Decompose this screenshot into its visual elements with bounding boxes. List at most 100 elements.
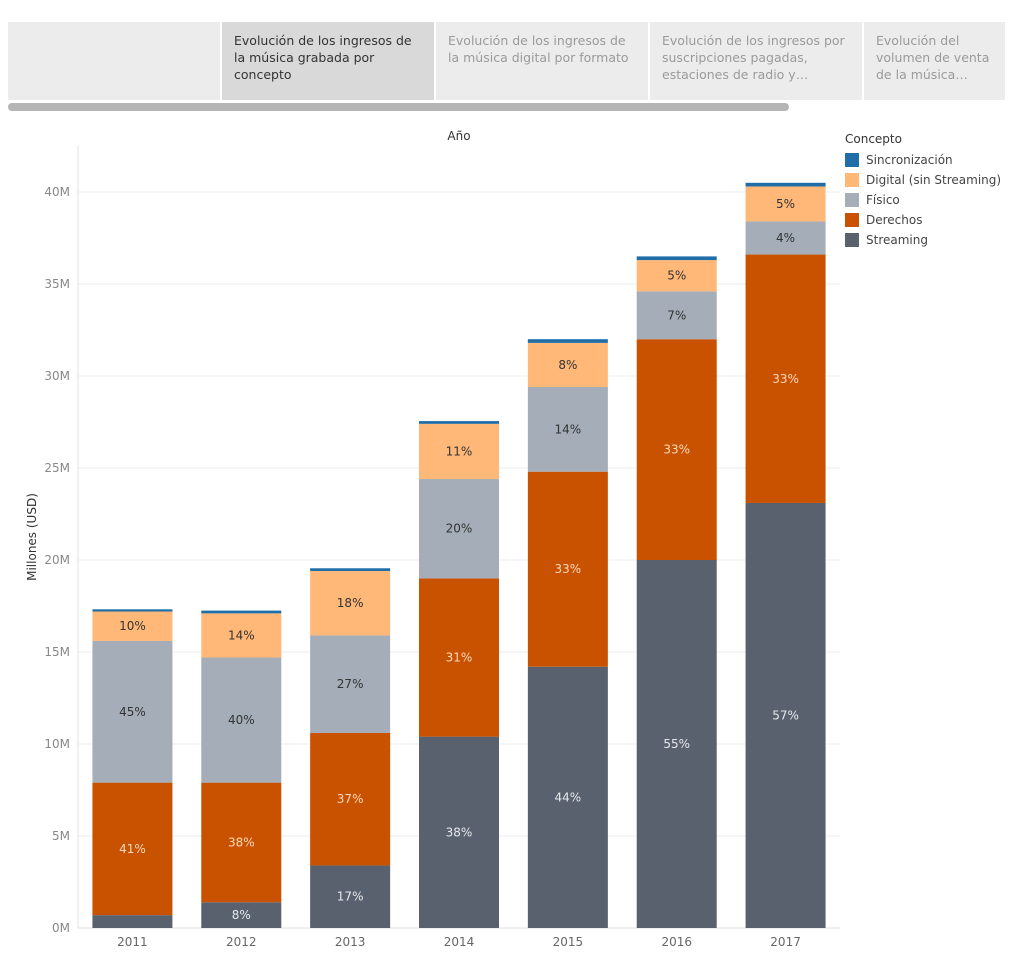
legend-item-derechos[interactable]: Derechos [845, 210, 1001, 230]
tab-blank[interactable] [8, 22, 222, 100]
legend-label-streaming: Streaming [866, 233, 928, 247]
tab-ingresos-digital-por-formato[interactable]: Evolución de los ingresos de la música d… [436, 22, 650, 100]
data-label-digital-sin-streaming-2016: 5% [667, 269, 686, 283]
data-label-digital-sin-streaming-2017: 5% [776, 197, 795, 211]
bar-derechos-2016[interactable] [636, 339, 717, 560]
bar-derechos-2012[interactable] [201, 782, 282, 903]
data-label-streaming-2014: 38% [446, 825, 473, 839]
legend-swatch-fisico [845, 193, 859, 207]
bar-fisico-2012[interactable] [201, 657, 282, 783]
stacked-bar-chart: 0M 5M 10M 15M 20M 25M 30M 35M 40M Año Millones (US… [25, 129, 840, 949]
bar-streaming-2013[interactable] [310, 865, 391, 928]
y-tick-label: 20M [44, 553, 70, 567]
bar-digital-sin-streaming-2014[interactable] [419, 423, 499, 480]
legend-label-digital: Digital (sin Streaming) [866, 173, 1002, 187]
data-label-fisico-2012: 40% [228, 713, 255, 727]
bar-derechos-2013[interactable] [310, 732, 391, 866]
bar-fisico-2016[interactable] [636, 291, 717, 340]
data-label-fisico-2015: 14% [555, 422, 582, 436]
tab-ingresos-suscripciones-label: Evolución de los ingresos por suscripcio… [662, 33, 845, 82]
legend-label-derechos: Derechos [866, 213, 923, 227]
x-tick-label: 2011 [117, 935, 148, 949]
bar-digital-sin-streaming-2015[interactable] [527, 342, 608, 388]
data-label-derechos-2013: 37% [337, 792, 364, 806]
bar-streaming-2014[interactable] [419, 736, 499, 928]
legend-item-sincronizacion[interactable]: Sincronización [845, 150, 1001, 170]
bar-sincronizacion-2017[interactable] [745, 182, 826, 187]
legend-label-sincronizacion: Sincronización [866, 153, 953, 167]
legend-swatch-streaming [845, 233, 859, 247]
data-label-digital-sin-streaming-2012: 14% [228, 628, 255, 642]
bar-sincronizacion-2013[interactable] [310, 568, 391, 572]
x-tick-label: 2012 [226, 935, 257, 949]
bar-sincronizacion-2012[interactable] [201, 610, 282, 614]
bar-sincronizacion-2011[interactable] [92, 609, 173, 612]
tab-ingresos-suscripciones[interactable]: Evolución de los ingresos por suscripcio… [650, 22, 864, 100]
bar-streaming-2017[interactable] [745, 502, 826, 928]
y-tick-label: 25M [44, 461, 70, 475]
tab-volumen-venta-label: Evolución del volumen de venta de la mús… [876, 33, 990, 82]
bar-fisico-2015[interactable] [527, 387, 608, 472]
bar-streaming-2012[interactable] [201, 902, 282, 928]
data-label-digital-sin-streaming-2014: 11% [446, 444, 473, 458]
y-tick-label: 35M [44, 277, 70, 291]
bar-fisico-2017[interactable] [745, 221, 826, 255]
x-tick-label: 2016 [661, 935, 692, 949]
data-label-streaming-2016: 55% [663, 737, 690, 751]
bar-streaming-2011[interactable] [92, 915, 173, 928]
bar-fisico-2011[interactable] [92, 640, 173, 783]
data-label-fisico-2017: 4% [776, 231, 795, 245]
tab-ingresos-por-concepto[interactable]: Evolución de los ingresos de la música g… [222, 22, 436, 100]
bar-sincronizacion-2014[interactable] [419, 421, 499, 424]
tab-strip: Evolución de los ingresos de la música g… [8, 22, 1007, 102]
y-axis-label: Millones (USD) [25, 493, 39, 581]
bar-sincronizacion-2015[interactable] [527, 339, 608, 343]
y-tick-label: 15M [44, 645, 70, 659]
bar-digital-sin-streaming-2016[interactable] [636, 260, 717, 292]
data-label-fisico-2013: 27% [337, 677, 364, 691]
data-label-streaming-2013: 17% [337, 890, 364, 904]
data-label-derechos-2014: 31% [446, 651, 473, 665]
tab-ingresos-por-concepto-label: Evolución de los ingresos de la música g… [234, 33, 412, 82]
bar-digital-sin-streaming-2011[interactable] [92, 611, 173, 641]
y-tick-label: 30M [44, 369, 70, 383]
data-label-fisico-2016: 7% [667, 308, 686, 322]
bar-fisico-2013[interactable] [310, 635, 391, 733]
data-label-derechos-2011: 41% [119, 842, 146, 856]
bar-derechos-2017[interactable] [745, 254, 826, 503]
bar-digital-sin-streaming-2013[interactable] [310, 571, 391, 636]
tab-volumen-venta[interactable]: Evolución del volumen de venta de la mús… [864, 22, 1007, 100]
data-label-streaming-2017: 57% [772, 708, 799, 722]
data-label-streaming-2015: 44% [555, 790, 582, 804]
bar-derechos-2011[interactable] [92, 782, 173, 916]
data-label-digital-sin-streaming-2013: 18% [337, 596, 364, 610]
y-tick-label: 10M [44, 737, 70, 751]
data-label-digital-sin-streaming-2015: 8% [558, 358, 577, 372]
legend-item-digital[interactable]: Digital (sin Streaming) [845, 170, 1001, 190]
tab-ingresos-digital-por-formato-label: Evolución de los ingresos de la música d… [448, 33, 629, 65]
x-tick-label: 2013 [335, 935, 366, 949]
x-tick-label: 2015 [553, 935, 584, 949]
bar-derechos-2015[interactable] [527, 471, 608, 667]
legend-item-streaming[interactable]: Streaming [845, 230, 1001, 250]
x-tick-label: 2014 [444, 935, 475, 949]
bar-streaming-2015[interactable] [527, 666, 608, 928]
data-label-fisico-2011: 45% [119, 705, 146, 719]
legend-swatch-digital [845, 173, 859, 187]
bar-derechos-2014[interactable] [419, 578, 499, 737]
bar-sincronizacion-2016[interactable] [636, 256, 717, 261]
data-label-streaming-2012: 8% [232, 908, 251, 922]
tab-strip-scrollbar[interactable] [8, 103, 789, 111]
y-tick-label: 5M [52, 829, 70, 843]
data-label-derechos-2012: 38% [228, 835, 255, 849]
legend-item-fisico[interactable]: Físico [845, 190, 1001, 210]
legend: Concepto Sincronización Digital (sin Str… [845, 132, 1001, 250]
chart-title: Año [447, 129, 470, 143]
bar-digital-sin-streaming-2017[interactable] [745, 186, 826, 222]
bar-digital-sin-streaming-2012[interactable] [201, 613, 282, 658]
bar-fisico-2014[interactable] [419, 479, 499, 579]
legend-title: Concepto [845, 132, 902, 146]
legend-label-fisico: Físico [866, 193, 900, 207]
data-label-fisico-2014: 20% [446, 522, 473, 536]
bar-streaming-2016[interactable] [636, 560, 717, 928]
